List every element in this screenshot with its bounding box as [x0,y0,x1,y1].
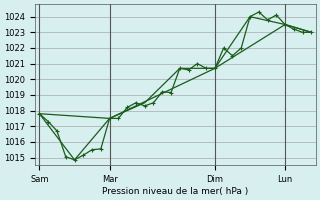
X-axis label: Pression niveau de la mer( hPa ): Pression niveau de la mer( hPa ) [102,187,249,196]
